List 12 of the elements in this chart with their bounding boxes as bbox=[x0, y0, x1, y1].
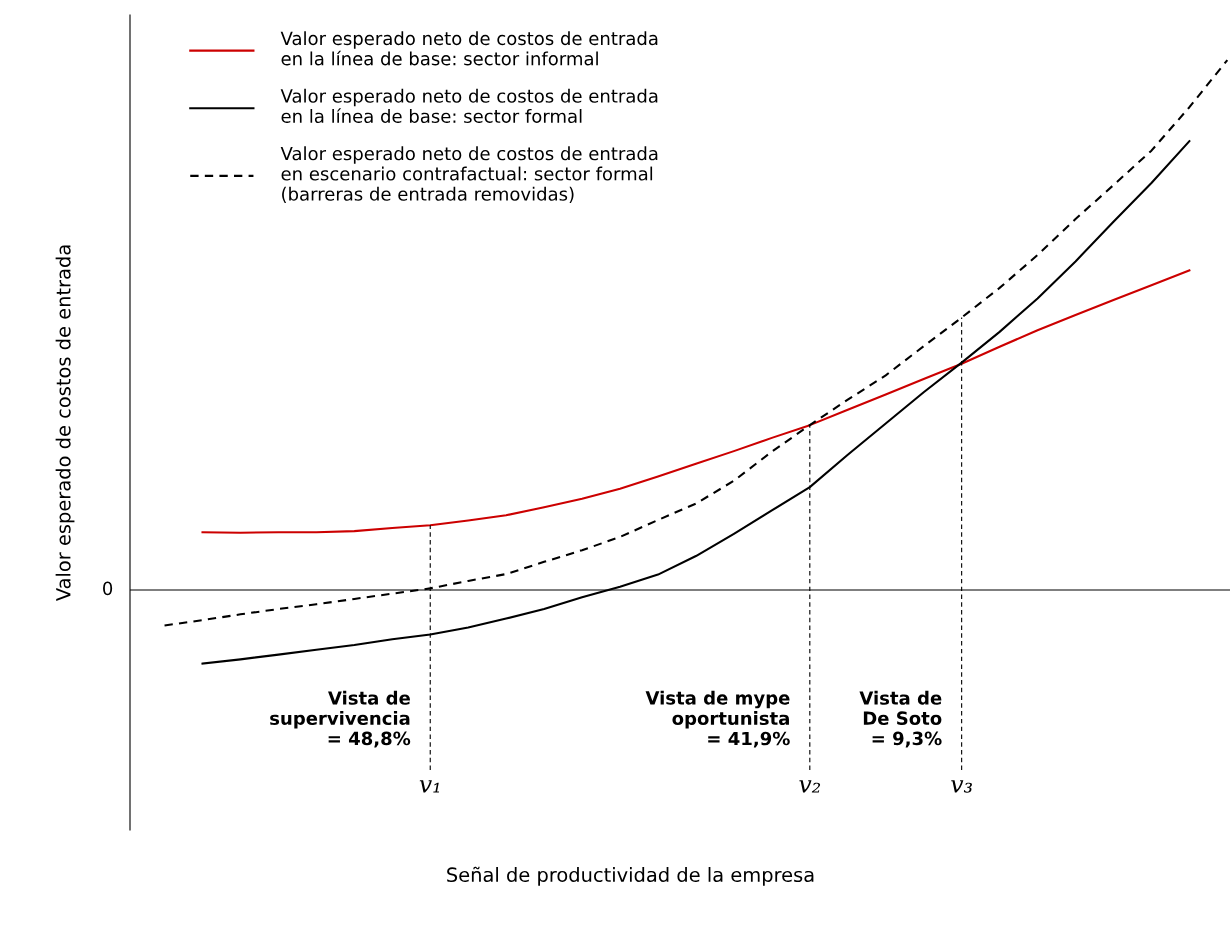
annotation: Vista de De Soto = 9,3% bbox=[859, 690, 942, 748]
annotation: Vista de supervivencia = 48,8% bbox=[270, 690, 411, 748]
legend-label: Valor esperado neto de costos de entrada en la línea de base: sector formal bbox=[280, 88, 658, 123]
legend-label: Valor esperado neto de costos de entrada en la línea de base: sector informal bbox=[280, 31, 658, 66]
x-axis-title: Señal de productividad de la empresa bbox=[447, 866, 814, 886]
ref-line-label: 0 bbox=[103, 581, 113, 596]
annotation: Vista de mype oportunista = 41,9% bbox=[645, 690, 790, 748]
legend-label: Valor esperado neto de costos de entrada en escenario contrafactual: sector formal (barreras de entrada removidas) bbox=[280, 146, 658, 203]
y-axis-title: Valor esperado de costos de entrada bbox=[55, 245, 75, 602]
x-tick-label: v₃ bbox=[951, 780, 972, 793]
x-tick-label: v₂ bbox=[799, 780, 821, 793]
x-tick-label: v₁ bbox=[419, 780, 440, 793]
